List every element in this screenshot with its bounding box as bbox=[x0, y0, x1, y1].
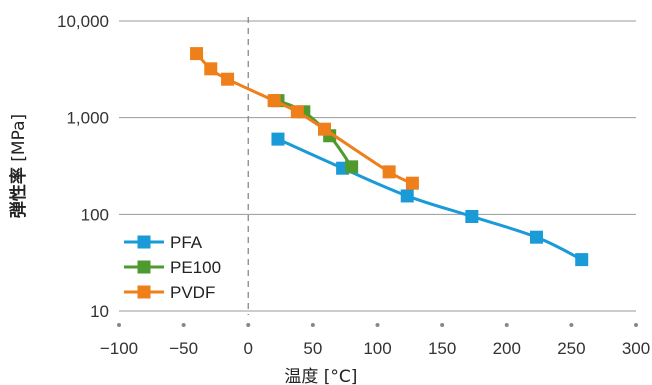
data-point-pfa bbox=[271, 132, 285, 146]
series-group bbox=[190, 47, 589, 267]
x-tick-label: 300 bbox=[622, 339, 650, 358]
x-tick-mark bbox=[375, 323, 380, 327]
x-tick-mark bbox=[246, 323, 251, 327]
y-tick-label: 10,000 bbox=[57, 12, 109, 31]
x-tick-mark bbox=[504, 323, 509, 327]
y-tick-label: 10 bbox=[90, 302, 109, 321]
x-tick-label: 150 bbox=[428, 339, 456, 358]
data-point-pvdf bbox=[382, 165, 396, 179]
series-pvdf bbox=[190, 47, 419, 190]
y-axis-title-unit: [MPa] bbox=[9, 114, 29, 167]
x-tick-label: 50 bbox=[303, 339, 322, 358]
data-point-pvdf bbox=[405, 176, 419, 190]
legend-item-pfa: PFA bbox=[124, 233, 203, 252]
legend-marker-pfa bbox=[137, 235, 151, 249]
data-point-pe100 bbox=[345, 160, 359, 174]
data-point-pvdf bbox=[204, 62, 218, 76]
x-tick-mark bbox=[569, 323, 574, 327]
legend-marker-pe100 bbox=[137, 260, 151, 274]
data-point-pfa bbox=[575, 253, 589, 267]
y-tick-label: 100 bbox=[81, 205, 109, 224]
x-tick-label: 200 bbox=[493, 339, 521, 358]
x-tick-label: 0 bbox=[244, 339, 253, 358]
data-point-pvdf bbox=[290, 105, 304, 119]
legend-item-pe100: PE100 bbox=[124, 258, 221, 277]
data-point-pfa bbox=[400, 189, 414, 203]
gridlines bbox=[119, 20, 636, 312]
y-axis-title-main: 弾性率 bbox=[8, 167, 29, 218]
x-tick-mark bbox=[117, 323, 121, 327]
y-axis-title: 弾性率 [MPa] bbox=[8, 114, 29, 218]
series-pfa bbox=[271, 132, 589, 267]
legend-item-pvdf: PVDF bbox=[124, 283, 215, 302]
legend: PFA PE100 PVDF bbox=[124, 233, 221, 302]
legend-label-pe100: PE100 bbox=[170, 258, 221, 277]
data-point-pvdf bbox=[267, 94, 281, 108]
legend-label-pfa: PFA bbox=[170, 233, 203, 252]
data-point-pfa bbox=[529, 230, 543, 244]
series-line-pe100 bbox=[277, 99, 353, 168]
x-axis-title: 温度 [°C] bbox=[284, 367, 357, 385]
x-tick-mark bbox=[310, 323, 315, 327]
data-point-pvdf bbox=[190, 47, 204, 61]
x-tick-label: −50 bbox=[169, 339, 198, 358]
data-point-pvdf bbox=[318, 122, 332, 136]
x-tick-mark bbox=[634, 323, 638, 327]
x-tick-mark bbox=[181, 323, 186, 327]
data-point-pvdf bbox=[221, 72, 235, 86]
x-tick-label: 100 bbox=[363, 339, 391, 358]
legend-label-pvdf: PVDF bbox=[170, 283, 215, 302]
y-axis: 10 100 1,000 10,000 bbox=[57, 12, 109, 321]
data-point-pfa bbox=[465, 209, 479, 223]
x-tick-mark bbox=[440, 323, 445, 327]
x-axis: −100 −50 0 50 100 150 200 250 300 bbox=[100, 323, 650, 358]
x-tick-label: 250 bbox=[557, 339, 585, 358]
x-tick-label: −100 bbox=[100, 339, 138, 358]
y-tick-label: 1,000 bbox=[66, 109, 109, 128]
legend-marker-pvdf bbox=[137, 285, 151, 299]
